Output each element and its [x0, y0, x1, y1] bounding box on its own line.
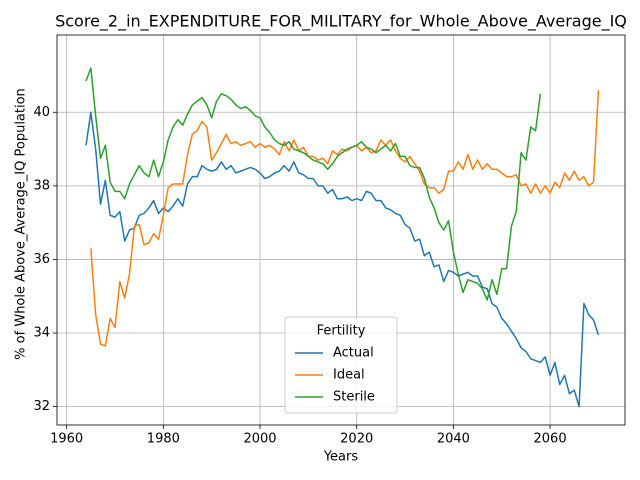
x-axis-label: Years [323, 450, 359, 465]
y-tick-label: 34 [33, 326, 50, 341]
y-tick-label: 32 [33, 399, 50, 414]
legend-label: Actual [333, 346, 374, 361]
chart-title: Score_2_in_EXPENDITURE_FOR_MILITARY_for_… [55, 12, 627, 32]
legend-label: Sterile [333, 390, 375, 405]
legend-title: Fertility [317, 324, 366, 339]
line-series [85, 67, 542, 301]
x-tick-label: 1980 [147, 432, 180, 447]
y-axis-label: % of Whole Above_Average_IQ Population [14, 88, 29, 360]
x-tick-label: 2040 [437, 432, 470, 447]
line-series [85, 111, 600, 408]
y-tick-label: 38 [33, 178, 50, 193]
y-tick-label: 40 [33, 105, 50, 120]
x-tick-label: 2060 [534, 432, 567, 447]
y-tick-label: 36 [33, 252, 50, 267]
line-series [90, 90, 600, 347]
x-tick-label: 1960 [50, 432, 83, 447]
x-tick-label: 2000 [243, 432, 276, 447]
legend-label: Ideal [333, 368, 365, 383]
plot-frame [56, 34, 626, 426]
legend: Fertility Actual Ideal Sterile [284, 316, 398, 414]
legend-box [284, 316, 398, 414]
x-tick-label: 2020 [340, 432, 373, 447]
